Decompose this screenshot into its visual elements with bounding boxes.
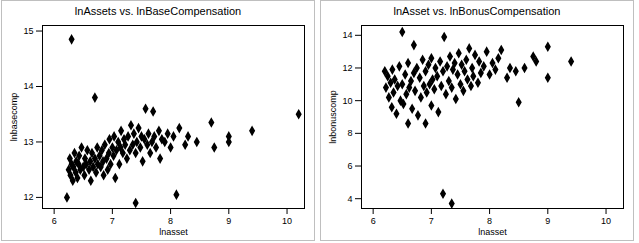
svg-text:lnasset: lnasset [478,227,507,237]
svg-text:7: 7 [429,216,434,226]
svg-text:12: 12 [342,63,352,73]
svg-text:14: 14 [342,30,352,40]
svg-text:lnasset: lnasset [159,227,188,237]
svg-text:13: 13 [23,137,33,147]
svg-text:lnbonuscomp: lnbonuscomp [328,90,338,144]
svg-text:12: 12 [23,192,33,202]
svg-text:10: 10 [282,216,292,226]
html-text:lnAsset vs. lnBonusCompensatio: lnAsset vs. lnBonusCompensation [393,5,561,17]
svg-text:8: 8 [168,216,173,226]
svg-text:lnbasecomp: lnbasecomp [9,93,19,142]
svg-text:7: 7 [110,216,115,226]
svg-text:4: 4 [347,194,352,204]
svg-text:9: 9 [545,216,550,226]
svg-text:10: 10 [342,96,352,106]
svg-text:6: 6 [347,161,352,171]
svg-text:10: 10 [601,216,611,226]
html-text:lnAssets vs. lnBaseCompensatio: lnAssets vs. lnBaseCompensation [74,5,242,17]
svg-text:14: 14 [23,81,33,91]
svg-text:8: 8 [347,128,352,138]
svg-text:9: 9 [226,216,231,226]
svg-text:8: 8 [487,216,492,226]
svg-text:15: 15 [23,26,33,36]
svg-text:6: 6 [52,216,57,226]
svg-text:6: 6 [371,216,376,226]
